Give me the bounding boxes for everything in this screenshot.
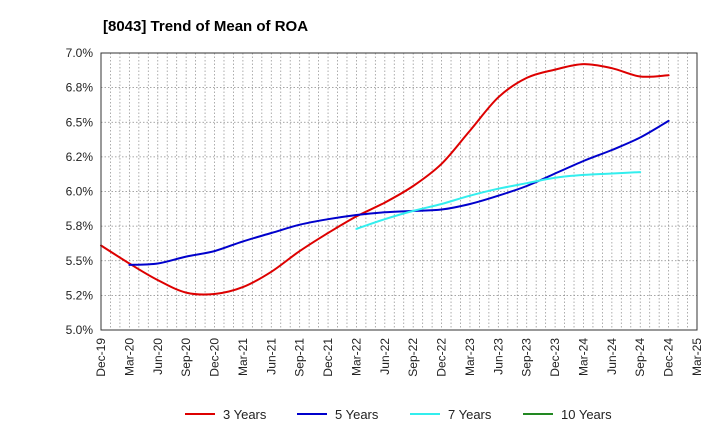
x-tick-label: Sep-24 (633, 338, 647, 377)
series-line-3-years (100, 63, 670, 296)
y-tick-label: 5.0% (66, 323, 94, 337)
x-tick-label: Dec-24 (662, 338, 676, 377)
x-tick-label: Dec-19 (94, 338, 108, 377)
x-tick-label: Dec-23 (548, 338, 562, 377)
x-tick-label: Jun-20 (151, 338, 165, 375)
x-tick-label: Sep-23 (520, 338, 534, 377)
plot-frame (100, 52, 698, 331)
y-tick-label: 5.2% (66, 288, 94, 302)
x-tick-label: Jun-21 (264, 338, 278, 375)
x-tick-label: Dec-20 (208, 338, 222, 377)
x-tick-label: Mar-24 (576, 338, 590, 376)
y-tick-label: 5.5% (66, 254, 94, 268)
x-tick-label: Dec-21 (321, 338, 335, 377)
x-tick-label: Sep-20 (179, 338, 193, 377)
plot-series (100, 63, 670, 296)
x-tick-label: Jun-24 (605, 338, 619, 375)
series-line-5-years (128, 119, 670, 266)
legend-label-7-years: 7 Years (448, 407, 492, 422)
legend-label-10-years: 10 Years (561, 407, 612, 422)
y-tick-label: 7.0% (66, 46, 94, 60)
series-line-7-years (355, 171, 642, 230)
x-tick-label: Mar-25 (690, 338, 704, 376)
legend-label-3-years: 3 Years (223, 407, 267, 422)
chart-title: [8043] Trend of Mean of ROA (103, 18, 308, 35)
x-tick-label: Mar-22 (349, 338, 363, 376)
x-tick-label: Mar-23 (463, 338, 477, 376)
x-tick-label: Mar-20 (122, 338, 136, 376)
plot-grid (100, 52, 697, 331)
y-tick-label: 6.5% (66, 115, 94, 129)
x-tick-label: Sep-22 (406, 338, 420, 377)
y-tick-label: 6.2% (66, 150, 94, 164)
y-tick-label: 5.8% (66, 219, 94, 233)
legend-label-5-years: 5 Years (335, 407, 379, 422)
y-axis: 5.0% 5.2% 5.5% 5.8% 6.0% 6.2% 6.5% 6.8% 7.0% (66, 46, 94, 337)
x-tick-label: Dec-22 (435, 338, 449, 377)
x-tick-label: Jun-23 (491, 338, 505, 375)
x-tick-label: Jun-22 (378, 338, 392, 375)
x-tick-label: Sep-21 (293, 338, 307, 377)
legend: 3 Years 5 Years 7 Years 10 Years (185, 407, 612, 422)
y-tick-label: 6.8% (66, 81, 94, 95)
y-tick-label: 6.0% (66, 185, 94, 199)
x-axis: Dec-19 Mar-20 Jun-20 Sep-20 Dec-20 Mar-21 Jun-… (94, 338, 704, 377)
x-tick-label: Mar-21 (236, 338, 250, 376)
